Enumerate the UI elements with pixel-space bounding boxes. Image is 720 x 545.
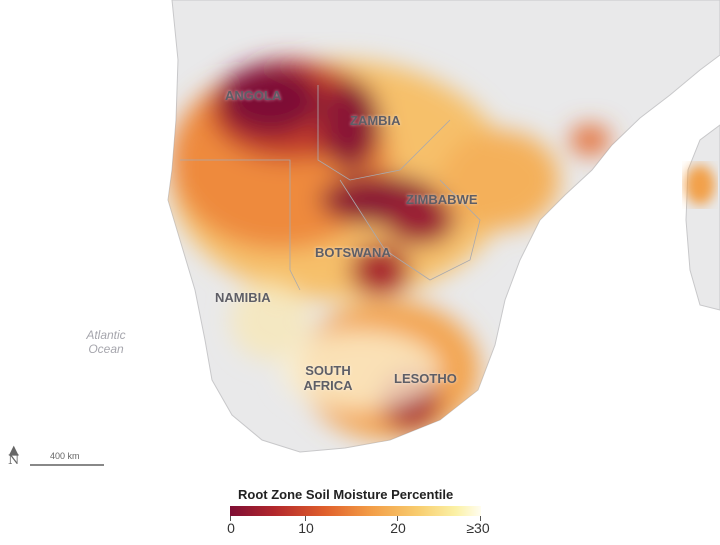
label-atlantic-ocean: Atlantic Ocean bbox=[86, 328, 126, 356]
tick-mark bbox=[397, 516, 398, 521]
soil-moisture-map bbox=[167, 0, 720, 453]
colorbar bbox=[230, 506, 481, 516]
label-angola: ANGOLA bbox=[225, 88, 282, 103]
north-arrow-icon: ▲ N bbox=[8, 443, 20, 468]
tick-mark bbox=[305, 516, 306, 521]
madagascar bbox=[685, 124, 720, 311]
borders bbox=[180, 85, 481, 291]
label-south-africa: SOUTH AFRICA bbox=[303, 363, 353, 393]
tick-label: ≥30 bbox=[466, 520, 490, 536]
label-zimbabwe: ZIMBABWE bbox=[406, 192, 478, 207]
label-namibia: NAMIBIA bbox=[215, 290, 271, 305]
label-zambia: ZAMBIA bbox=[350, 113, 401, 128]
tick-label: 10 bbox=[298, 520, 314, 536]
legend-title: Root Zone Soil Moisture Percentile bbox=[238, 487, 454, 502]
label-lesotho: LESOTHO bbox=[394, 371, 457, 386]
scale-label: 400 km bbox=[50, 451, 80, 461]
tick-mark bbox=[230, 516, 231, 521]
scale-bar bbox=[30, 464, 104, 466]
tick-label: 20 bbox=[390, 520, 406, 536]
tick-label: 0 bbox=[227, 520, 235, 536]
label-botswana: BOTSWANA bbox=[315, 245, 391, 260]
north-label: N bbox=[8, 453, 20, 468]
tick-mark bbox=[480, 516, 481, 521]
